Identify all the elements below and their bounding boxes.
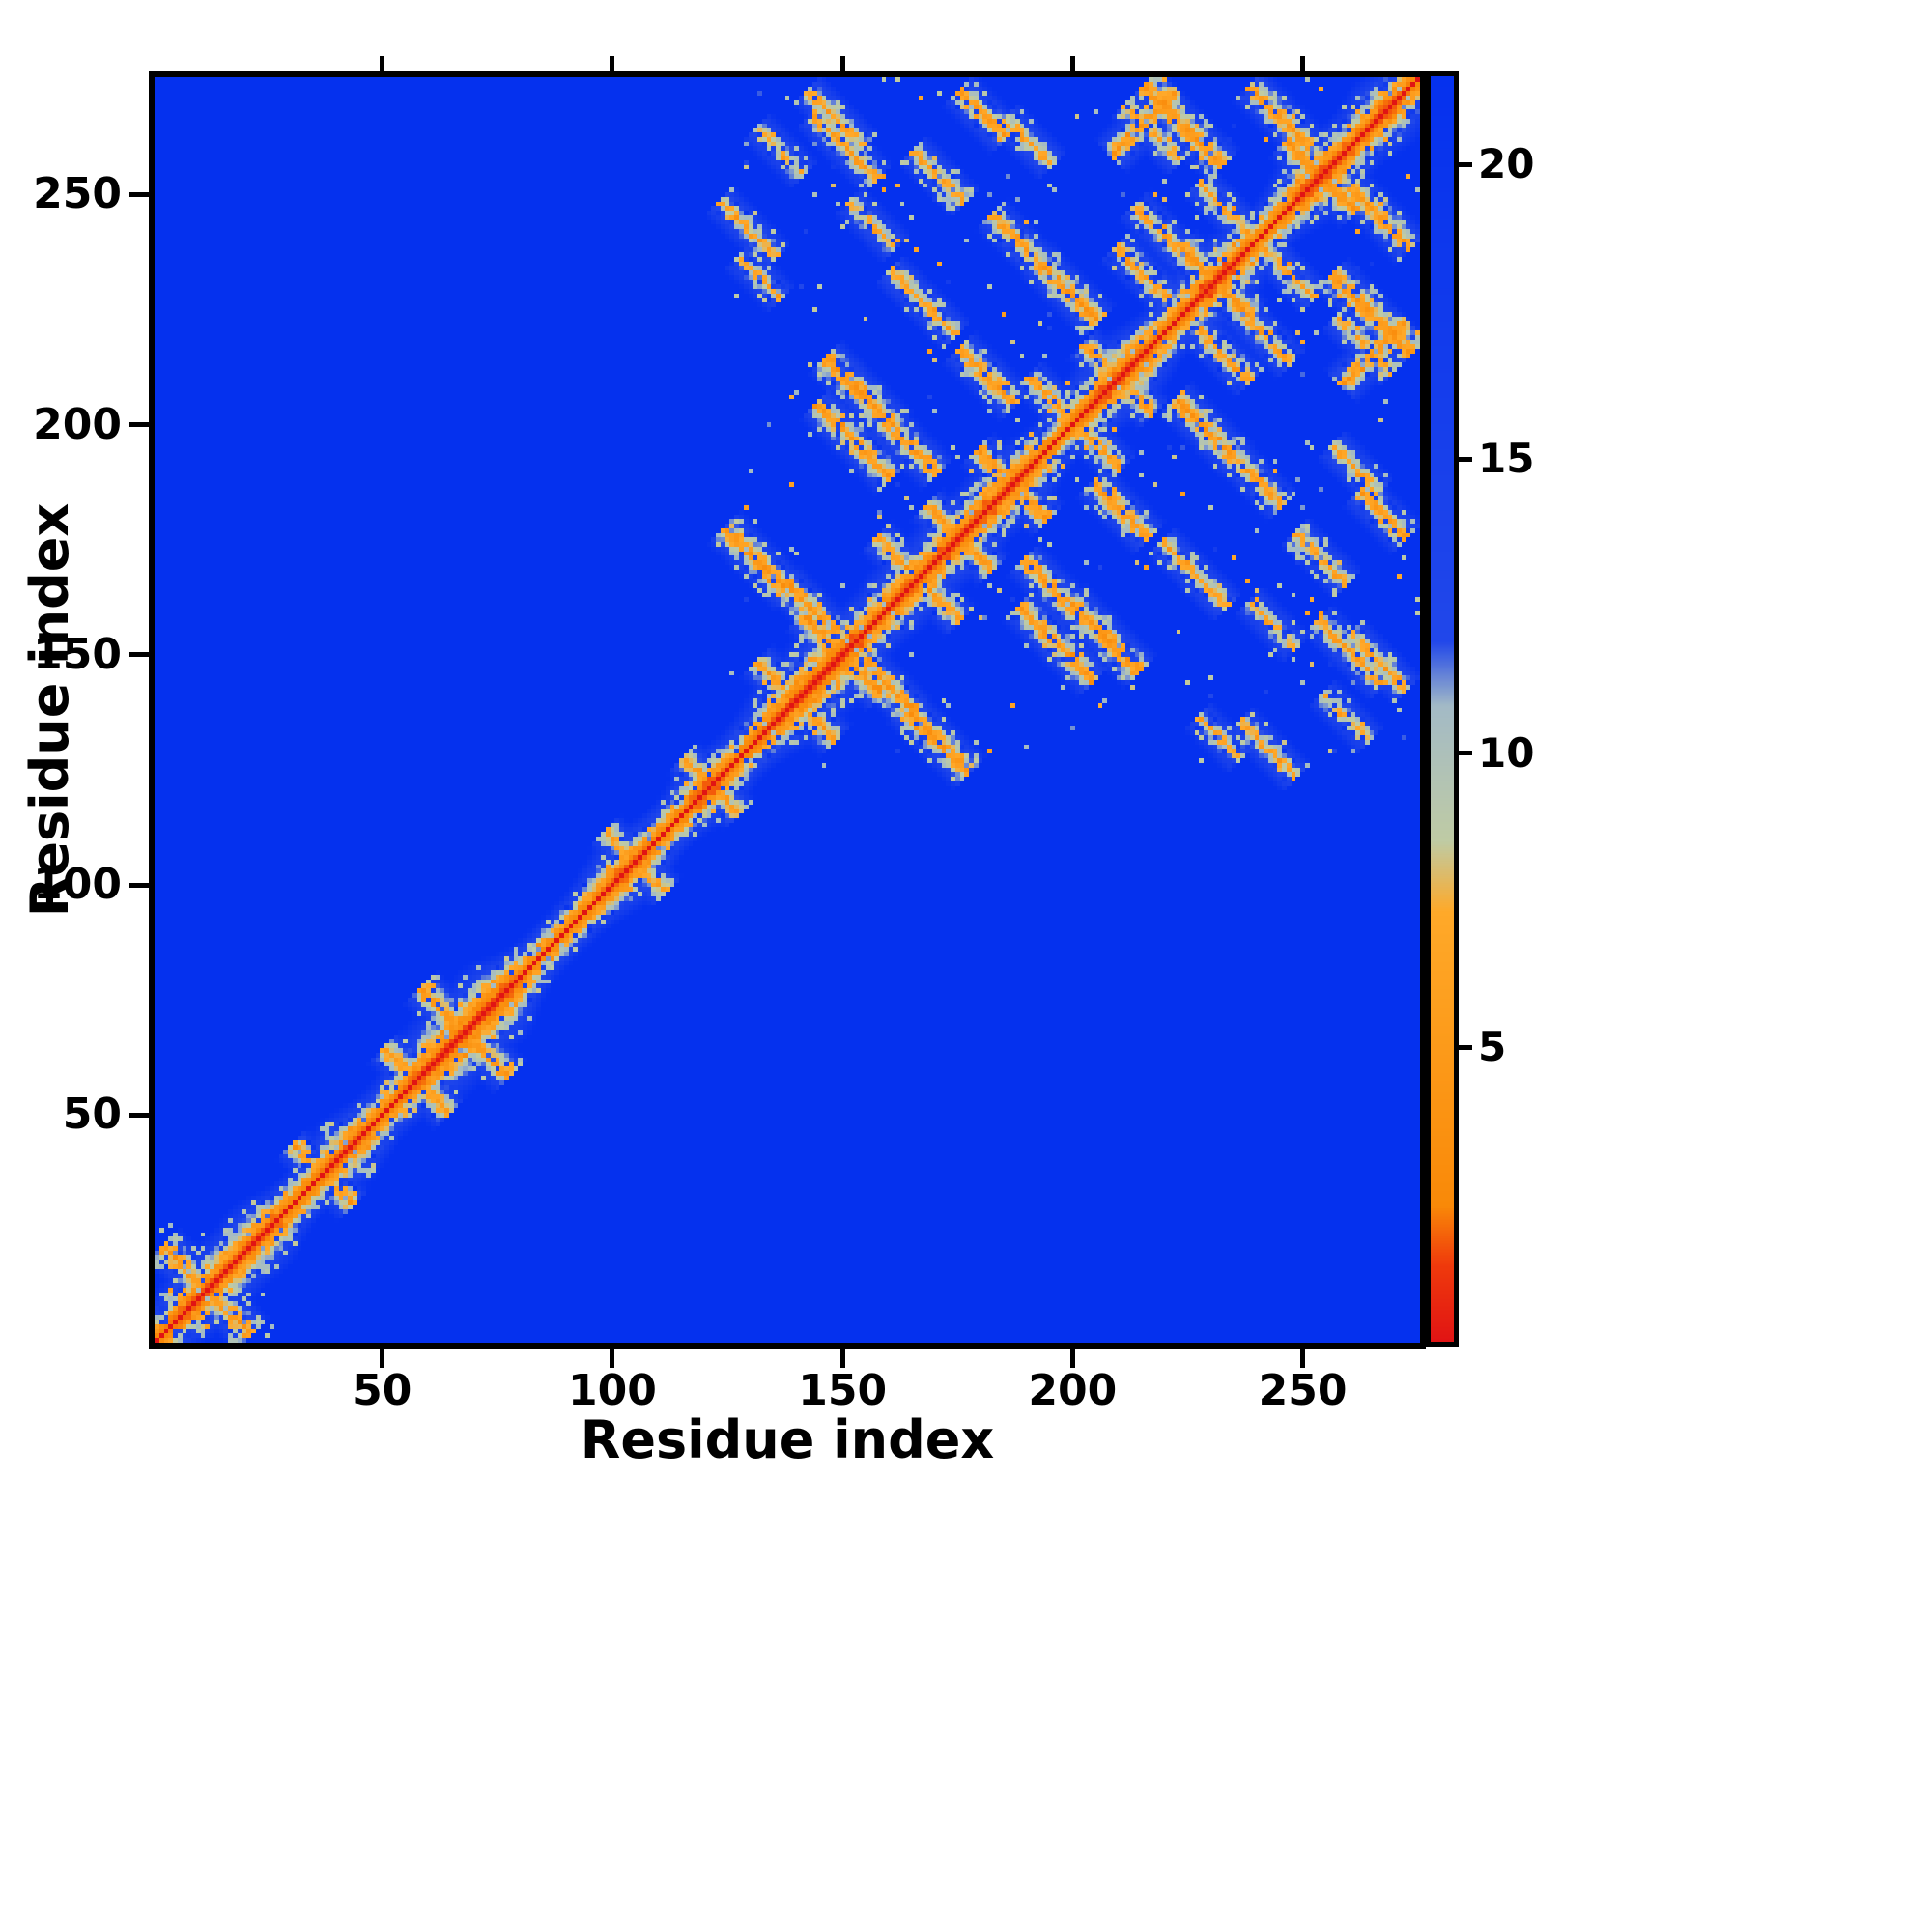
y-tick-mark	[129, 882, 149, 888]
x-tick-label: 200	[1028, 1366, 1118, 1415]
y-tick-label: 200	[33, 399, 122, 449]
x-axis-label: Residue index	[580, 1409, 995, 1470]
colorbar-tick-mark	[1459, 161, 1472, 167]
colorbar-tick-label: 5	[1478, 1023, 1507, 1071]
colorbar	[1426, 71, 1459, 1347]
x-tick-label: 150	[798, 1366, 888, 1415]
y-tick-label: 50	[62, 1090, 122, 1140]
colorbar-tick-mark	[1459, 1044, 1472, 1050]
colorbar-tick-label: 20	[1478, 140, 1535, 188]
x-tick-mark	[610, 1349, 615, 1368]
y-tick-mark	[129, 652, 149, 658]
y-tick-label: 250	[33, 169, 122, 219]
x-tick-mark	[1069, 1349, 1075, 1368]
top-tick-mark	[1300, 56, 1306, 71]
colorbar-gradient	[1431, 76, 1454, 1342]
top-tick-mark	[839, 56, 845, 71]
y-tick-label: 150	[33, 629, 122, 679]
plot-area	[149, 71, 1426, 1349]
x-tick-mark	[1300, 1349, 1306, 1368]
top-tick-mark	[380, 56, 385, 71]
x-tick-mark	[380, 1349, 385, 1368]
y-tick-mark	[129, 1112, 149, 1118]
colorbar-tick-label: 15	[1478, 435, 1535, 483]
x-tick-label: 50	[353, 1366, 412, 1415]
y-tick-label: 100	[33, 860, 122, 910]
top-tick-mark	[1069, 56, 1075, 71]
top-tick-mark	[610, 56, 615, 71]
x-tick-label: 100	[568, 1366, 657, 1415]
x-tick-label: 250	[1258, 1366, 1348, 1415]
heatmap-canvas	[155, 77, 1420, 1343]
y-tick-mark	[129, 422, 149, 428]
colorbar-tick-label: 10	[1478, 728, 1535, 777]
colorbar-tick-mark	[1459, 751, 1472, 756]
colorbar-tick-mark	[1459, 456, 1472, 462]
y-tick-mark	[129, 191, 149, 197]
x-tick-mark	[839, 1349, 845, 1368]
y-axis-label: Residue index	[19, 502, 80, 918]
